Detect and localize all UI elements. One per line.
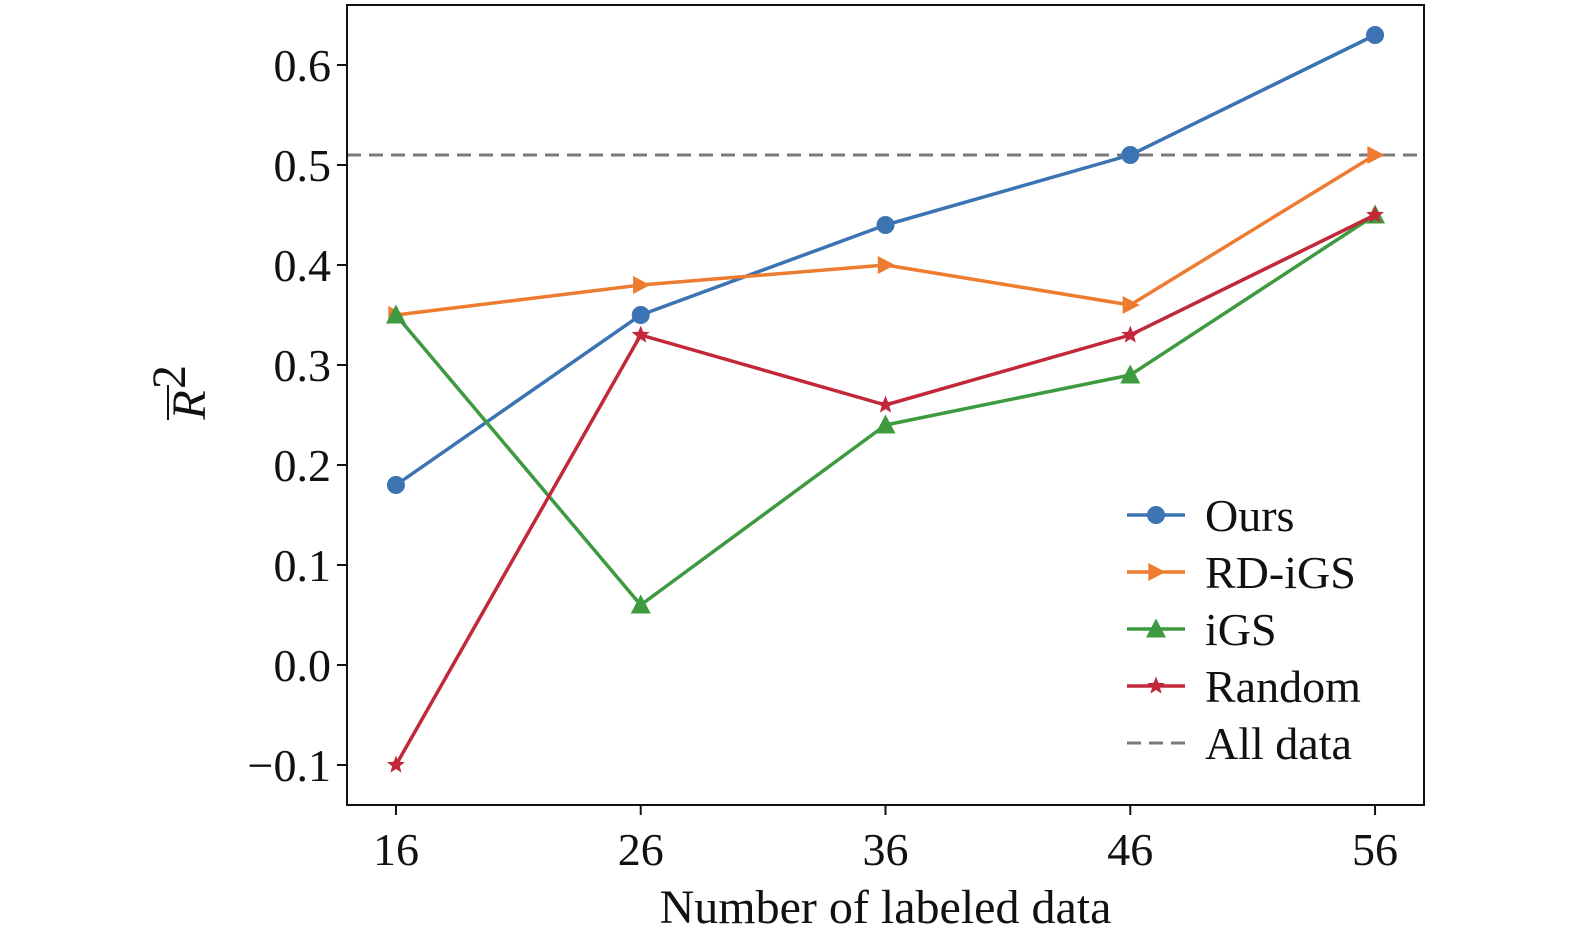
data-point-random: [631, 325, 650, 343]
series-ours: [386, 26, 1385, 494]
y-tick-label: 0.0: [274, 640, 332, 691]
plot-frame: [346, 4, 1425, 806]
legend-item-random: Random: [1127, 661, 1361, 712]
data-point-ours: [1121, 146, 1140, 164]
data-point-random: [1121, 325, 1140, 343]
x-tick-label: 46: [1107, 824, 1153, 875]
y-tick-label: 0.2: [274, 440, 332, 491]
legend-item-all-data: All data: [1127, 718, 1352, 769]
legend: Ours RD-iGS iGS Random All data: [1127, 490, 1361, 769]
data-point-ours: [1366, 26, 1385, 44]
y-axis-label: R 2: [143, 365, 216, 421]
legend-item-igs: iGS: [1127, 604, 1277, 655]
series-igs: [385, 204, 1386, 614]
data-point-random: [1366, 205, 1384, 223]
legend-label-igs: iGS: [1205, 604, 1277, 655]
y-tick-label: 0.5: [274, 140, 332, 191]
y-tick-label: −0.1: [248, 740, 331, 791]
legend-label-random: Random: [1205, 661, 1361, 712]
legend-marker-random: [1147, 676, 1165, 694]
y-tick-label: 0.3: [274, 340, 332, 391]
data-point-rd-igs: [877, 256, 895, 274]
legend-item-ours: Ours: [1127, 490, 1294, 541]
series-layer: [385, 26, 1386, 773]
legend-label-all-data: All data: [1205, 718, 1352, 769]
y-axis-label-base: R: [163, 390, 216, 420]
legend-label-rd-igs: RD-iGS: [1205, 547, 1356, 598]
series-line-rd-igs: [395, 153, 1376, 317]
data-point-igs: [630, 594, 651, 614]
y-tick-label: 0.4: [274, 240, 332, 291]
y-tick-label: 0.6: [274, 40, 332, 91]
data-point-igs: [385, 304, 406, 324]
data-point-rd-igs: [1122, 296, 1140, 314]
y-tick-label: 0.1: [274, 540, 332, 591]
data-point-rd-igs: [1367, 146, 1385, 164]
data-point-igs: [1120, 364, 1141, 384]
x-tick-label: 56: [1352, 824, 1398, 875]
data-point-igs: [875, 414, 896, 434]
data-point-ours: [876, 216, 895, 234]
data-point-ours: [386, 476, 405, 494]
data-point-rd-igs: [633, 276, 651, 294]
data-point-random: [876, 395, 895, 413]
y-axis-label-superscript: 2: [143, 365, 196, 389]
x-tick-label: 26: [618, 824, 664, 875]
series-rd-igs: [388, 146, 1385, 324]
legend-marker-igs: [1146, 618, 1166, 638]
series-random: [387, 205, 1384, 773]
legend-item-rd-igs: RD-iGS: [1127, 547, 1356, 598]
legend-marker-ours: [1147, 506, 1165, 524]
legend-label-ours: Ours: [1205, 490, 1294, 541]
data-point-random: [387, 755, 405, 773]
x-tick-label: 36: [863, 824, 909, 875]
x-axis-ticks: 16 26 36 46 56: [373, 805, 1398, 875]
legend-marker-rd-igs: [1148, 563, 1166, 581]
data-point-ours: [631, 306, 650, 324]
x-tick-label: 16: [373, 824, 419, 875]
x-axis-label: Number of labeled data: [660, 881, 1112, 934]
y-axis-ticks: −0.1 0.0 0.1 0.2 0.3 0.4 0.5 0.6: [248, 40, 347, 791]
